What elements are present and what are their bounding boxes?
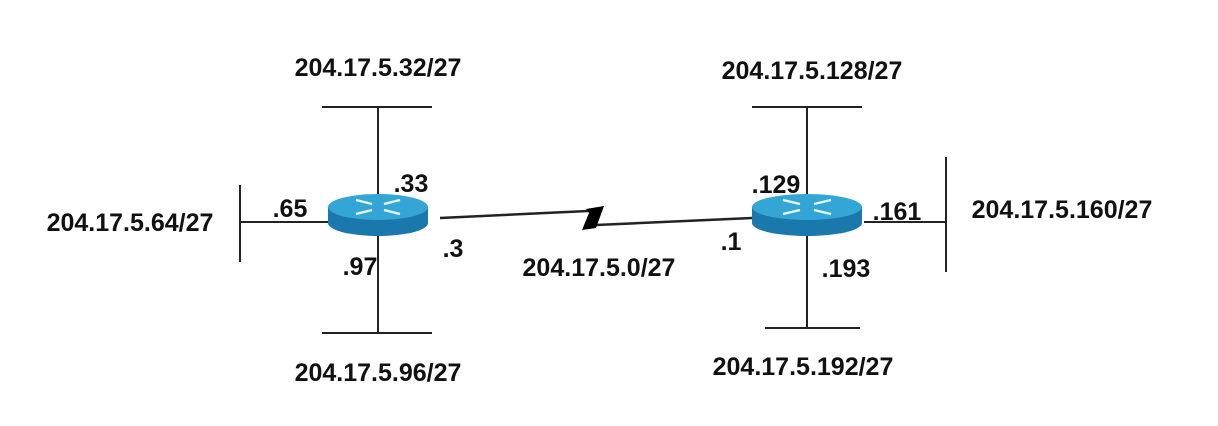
iface-label-right-serial: .1 (721, 228, 742, 256)
serial-link (439, 206, 753, 230)
iface-label-right-bottom: .193 (822, 255, 871, 283)
iface-label-right-top: .129 (752, 171, 801, 199)
network-label-left-top: 204.17.5.32/27 (295, 54, 462, 82)
right-router-links (752, 106, 947, 329)
right-router-icon (752, 194, 862, 236)
network-label-left-left: 204.17.5.64/27 (47, 209, 214, 237)
serial-link-bolt (582, 206, 604, 230)
iface-label-left-top: .33 (394, 170, 429, 198)
network-label-serial: 204.17.5.0/27 (523, 254, 676, 282)
serial-link-right (595, 216, 753, 227)
network-label-left-bottom: 204.17.5.96/27 (295, 359, 462, 387)
network-label-right-bottom: 204.17.5.192/27 (713, 353, 894, 381)
iface-label-left-left: .65 (273, 195, 308, 223)
iface-label-left-serial: .3 (443, 235, 464, 263)
left-router-links (239, 106, 432, 334)
left-router-icon (328, 194, 428, 236)
network-label-right-top: 204.17.5.128/27 (722, 57, 903, 85)
serial-link-left (439, 209, 589, 220)
network-label-right-right: 204.17.5.160/27 (972, 196, 1153, 224)
iface-label-left-bottom: .97 (343, 253, 378, 281)
iface-label-right-right: .161 (873, 198, 922, 226)
